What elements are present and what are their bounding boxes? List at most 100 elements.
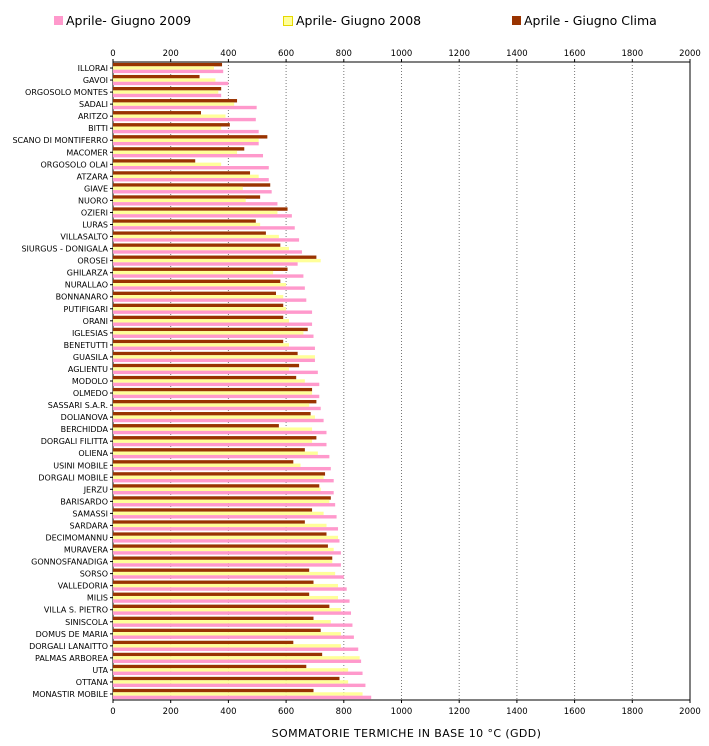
bar-aprile-giugno-2008 bbox=[113, 403, 310, 407]
bars bbox=[113, 62, 372, 700]
top-tick-label: 1400 bbox=[506, 49, 528, 59]
bar-aprile-giugno-2008 bbox=[113, 391, 313, 395]
bar-aprile-giugno-2008 bbox=[113, 78, 216, 82]
bar-aprile-giugno-2009 bbox=[113, 394, 320, 399]
bar-aprile-giugno-clima bbox=[113, 171, 251, 175]
category-label: PUTIFIGARI bbox=[64, 305, 108, 314]
bar-aprile-giugno-2008 bbox=[113, 451, 318, 455]
bar-aprile-giugno-2008 bbox=[113, 620, 331, 624]
bar-aprile-giugno-clima bbox=[113, 267, 288, 271]
top-tick-label: 2000 bbox=[679, 49, 701, 59]
bar-aprile-giugno-2009 bbox=[113, 262, 298, 266]
bar-aprile-giugno-2009 bbox=[113, 310, 313, 314]
top-tick-label: 200 bbox=[163, 49, 179, 59]
bar-aprile-giugno-2009 bbox=[113, 382, 320, 387]
bar-aprile-giugno-2008 bbox=[113, 559, 333, 564]
bar-aprile-giugno-2009 bbox=[113, 93, 222, 98]
bar-aprile-giugno-2009 bbox=[113, 430, 327, 435]
bar-aprile-giugno-clima bbox=[113, 508, 313, 512]
category-label: SARDARA bbox=[70, 521, 109, 530]
bar-aprile-giugno-2008 bbox=[113, 162, 222, 167]
bar-aprile-giugno-2008 bbox=[113, 475, 324, 480]
category-label: GAVOI bbox=[83, 76, 108, 85]
category-label: OROSEI bbox=[77, 257, 108, 266]
bar-aprile-giugno-clima bbox=[113, 315, 284, 320]
bar-aprile-giugno-2009 bbox=[113, 527, 339, 531]
bar-aprile-giugno-2008 bbox=[113, 331, 304, 335]
category-label: BONNANARO bbox=[56, 293, 108, 302]
bar-aprile-giugno-clima bbox=[113, 448, 305, 452]
category-label: ORGOSOLO MONTES bbox=[25, 88, 108, 97]
category-label: ILLORAI bbox=[78, 64, 108, 73]
bar-aprile-giugno-2009 bbox=[113, 503, 336, 507]
category-label: ATZARA bbox=[77, 172, 109, 181]
bar-aprile-giugno-2009 bbox=[113, 226, 295, 230]
bar-aprile-giugno-2008 bbox=[113, 186, 243, 191]
bar-aprile-giugno-2008 bbox=[113, 535, 339, 540]
bar-aprile-giugno-2008 bbox=[113, 246, 289, 251]
top-tick-label: 800 bbox=[336, 49, 352, 59]
bar-aprile-giugno-clima bbox=[113, 532, 327, 536]
category-label: SAMASSI bbox=[72, 509, 108, 518]
bar-aprile-giugno-2009 bbox=[113, 695, 372, 700]
category-label: SASSARI S.A.R. bbox=[48, 401, 108, 410]
category-label: NUORO bbox=[78, 196, 108, 205]
legend-item-clima: Aprile - Giugno Clima bbox=[512, 13, 657, 28]
category-label: JERZU bbox=[83, 485, 108, 494]
bar-aprile-giugno-2009 bbox=[113, 671, 363, 676]
bar-aprile-giugno-2008 bbox=[113, 343, 289, 347]
bar-aprile-giugno-clima bbox=[113, 99, 238, 103]
bar-aprile-giugno-2008 bbox=[113, 138, 259, 142]
bar-aprile-giugno-2009 bbox=[113, 81, 229, 86]
bar-aprile-giugno-2008 bbox=[113, 174, 259, 179]
category-label: ORGOSOLO OLAI bbox=[40, 160, 108, 169]
top-tick-label: 0 bbox=[110, 49, 115, 59]
bottom-tick-label: 200 bbox=[163, 707, 179, 717]
bar-aprile-giugno-2009 bbox=[113, 491, 334, 495]
top-tick-label: 1800 bbox=[621, 49, 643, 59]
bar-aprile-giugno-2008 bbox=[113, 258, 321, 263]
bar-aprile-giugno-2008 bbox=[113, 319, 289, 323]
bar-aprile-giugno-clima bbox=[113, 460, 294, 464]
bar-aprile-giugno-2009 bbox=[113, 141, 259, 146]
legend-item-2008: Aprile- Giugno 2008 bbox=[283, 13, 421, 28]
bar-aprile-giugno-2008 bbox=[113, 644, 341, 648]
bar-aprile-giugno-2008 bbox=[113, 307, 287, 311]
category-label: SINISCOLA bbox=[65, 618, 108, 627]
category-label: DOLIANOVA bbox=[61, 413, 109, 422]
bar-aprile-giugno-2009 bbox=[113, 105, 257, 110]
bar-aprile-giugno-2009 bbox=[113, 611, 352, 615]
category-label: BITTI bbox=[88, 124, 108, 133]
bar-aprile-giugno-2009 bbox=[113, 250, 302, 254]
bar-aprile-giugno-2009 bbox=[113, 623, 353, 627]
bar-aprile-giugno-2008 bbox=[113, 282, 287, 287]
bar-aprile-giugno-clima bbox=[113, 424, 279, 428]
category-label: MURAVERA bbox=[64, 546, 109, 555]
bar-aprile-giugno-2008 bbox=[113, 632, 341, 636]
category-label: VALLEDORIA bbox=[58, 582, 109, 591]
category-label: GHILARZA bbox=[67, 269, 109, 278]
category-label: NURALLAO bbox=[65, 281, 108, 290]
bar-aprile-giugno-clima bbox=[113, 592, 310, 596]
category-label: UTA bbox=[92, 666, 108, 675]
bar-aprile-giugno-2008 bbox=[113, 66, 214, 70]
bar-aprile-giugno-2009 bbox=[113, 587, 347, 591]
bar-aprile-giugno-clima bbox=[113, 580, 314, 584]
bar-aprile-giugno-2008 bbox=[113, 487, 321, 492]
bar-aprile-giugno-2009 bbox=[113, 69, 224, 74]
bar-aprile-giugno-2008 bbox=[113, 463, 301, 467]
bar-aprile-giugno-2009 bbox=[113, 635, 354, 639]
bar-aprile-giugno-2009 bbox=[113, 442, 327, 447]
bar-aprile-giugno-2008 bbox=[113, 234, 279, 239]
category-label: BENETUTTI bbox=[64, 341, 108, 350]
bar-aprile-giugno-clima bbox=[113, 303, 284, 308]
category-label: GUASILA bbox=[73, 353, 109, 362]
bar-aprile-giugno-clima bbox=[113, 159, 196, 163]
bottom-tick-label: 0 bbox=[110, 707, 115, 717]
bar-aprile-giugno-clima bbox=[113, 436, 317, 440]
bar-aprile-giugno-clima bbox=[113, 375, 297, 380]
bar-aprile-giugno-2009 bbox=[113, 202, 278, 206]
category-label: DECIMOMANNU bbox=[45, 533, 108, 542]
category-label: MILIS bbox=[87, 594, 108, 603]
bar-aprile-giugno-2008 bbox=[113, 126, 222, 130]
